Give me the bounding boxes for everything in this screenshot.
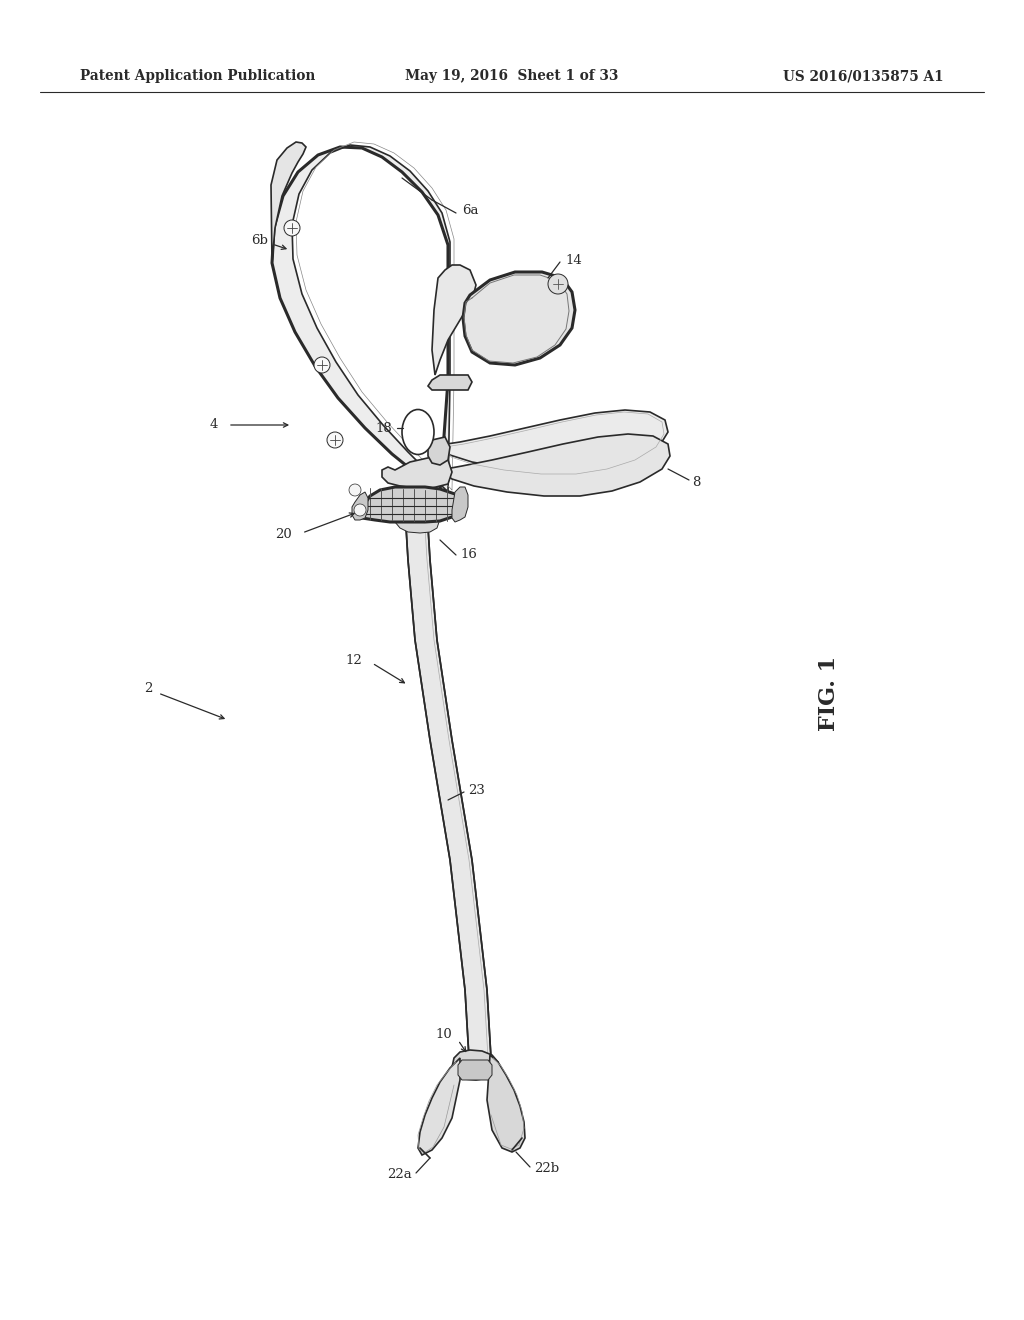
Polygon shape: [382, 457, 452, 488]
Text: 2: 2: [143, 681, 153, 694]
Polygon shape: [272, 145, 450, 492]
Text: FIG. 1: FIG. 1: [818, 656, 841, 730]
Polygon shape: [452, 1049, 498, 1080]
Polygon shape: [406, 510, 492, 1074]
Polygon shape: [440, 434, 670, 496]
Polygon shape: [352, 492, 368, 520]
Polygon shape: [428, 437, 450, 465]
Polygon shape: [418, 1059, 460, 1155]
Polygon shape: [395, 519, 440, 533]
Circle shape: [354, 504, 366, 516]
Text: 4: 4: [210, 418, 218, 432]
Text: 12: 12: [345, 653, 362, 667]
Polygon shape: [458, 1060, 492, 1080]
Text: Patent Application Publication: Patent Application Publication: [80, 69, 315, 83]
Polygon shape: [432, 265, 476, 375]
Polygon shape: [452, 487, 468, 521]
Ellipse shape: [402, 409, 434, 454]
Polygon shape: [358, 487, 460, 521]
Text: 8: 8: [692, 475, 700, 488]
Polygon shape: [428, 375, 472, 389]
Text: 6a: 6a: [462, 203, 478, 216]
Text: 22a: 22a: [387, 1168, 412, 1181]
Text: 10: 10: [435, 1028, 452, 1041]
Text: 22b: 22b: [534, 1162, 559, 1175]
Text: 14: 14: [565, 253, 582, 267]
Text: 6b: 6b: [251, 234, 268, 247]
Polygon shape: [440, 411, 668, 473]
Circle shape: [349, 484, 361, 496]
Circle shape: [548, 275, 568, 294]
Circle shape: [327, 432, 343, 447]
Text: 23: 23: [468, 784, 485, 796]
Text: May 19, 2016  Sheet 1 of 33: May 19, 2016 Sheet 1 of 33: [406, 69, 618, 83]
Polygon shape: [271, 143, 306, 263]
Text: 20: 20: [275, 528, 292, 541]
Text: US 2016/0135875 A1: US 2016/0135875 A1: [783, 69, 944, 83]
Polygon shape: [487, 1055, 525, 1152]
Polygon shape: [463, 272, 575, 366]
Circle shape: [284, 220, 300, 236]
Text: 16: 16: [460, 549, 477, 561]
Text: 18: 18: [375, 421, 392, 434]
Circle shape: [314, 356, 330, 374]
